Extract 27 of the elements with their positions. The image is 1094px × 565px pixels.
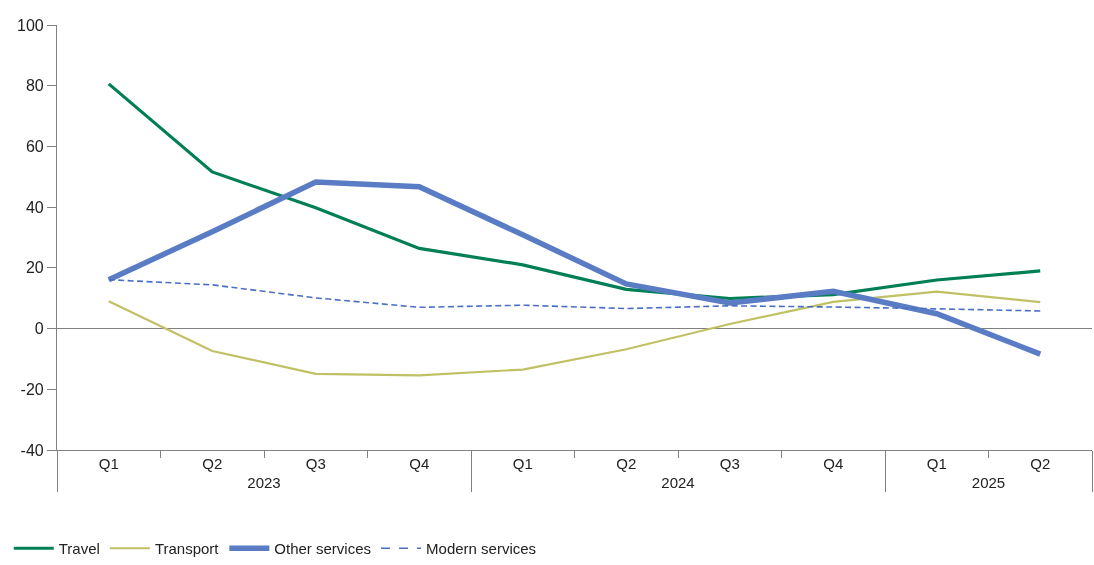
- line-series: [107, 290, 1042, 377]
- legend-label: Transport: [154, 540, 220, 558]
- text: 2025: [971, 474, 1006, 492]
- text: 2024: [661, 474, 695, 492]
- legend-label: Other services: [274, 540, 372, 558]
- y-tick-label: 100: [17, 16, 44, 34]
- y-tick-label: 0: [34, 320, 44, 338]
- y-tick-label: 40: [25, 198, 44, 216]
- y-tick-label: -20: [20, 380, 44, 398]
- x-tick-label: Q2: [202, 455, 223, 473]
- text: 2023: [247, 474, 281, 492]
- x-tick-label: Q1: [512, 455, 533, 473]
- x-tick-label: Q1: [926, 455, 947, 473]
- legend-label: Travel: [58, 540, 100, 558]
- x-tick-label: Q4: [409, 455, 430, 473]
- x-tick-label: Q1: [98, 455, 119, 473]
- legend-label: Modern services: [426, 540, 537, 558]
- y-tick-label: 20: [25, 259, 44, 277]
- x-tick-label: Q4: [823, 455, 844, 473]
- x-tick-label: Q2: [1030, 455, 1051, 473]
- x-tick-label: Q3: [305, 455, 326, 473]
- y-tick-label: -40: [20, 441, 44, 459]
- y-tick-label: 60: [25, 138, 44, 156]
- x-tick-label: Q3: [719, 455, 740, 473]
- y-tick-label: 80: [25, 77, 44, 95]
- x-tick-label: Q2: [616, 455, 637, 473]
- line-series: [107, 278, 1042, 312]
